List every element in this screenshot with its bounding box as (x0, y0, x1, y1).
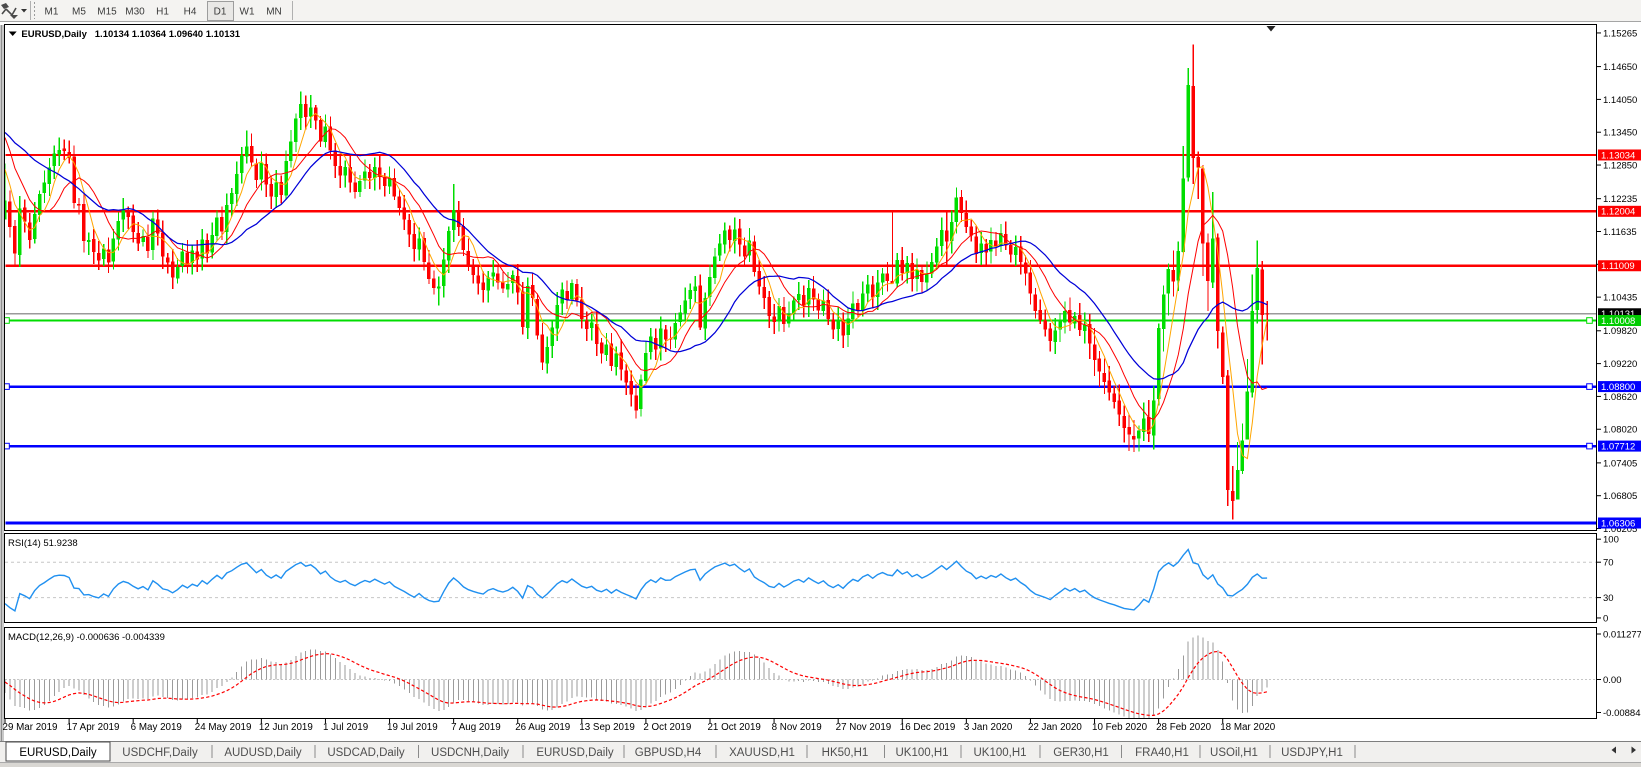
svg-text:1 Jul 2019: 1 Jul 2019 (323, 722, 368, 733)
svg-text:24 May 2019: 24 May 2019 (195, 722, 252, 733)
svg-text:1.14650: 1.14650 (1603, 62, 1637, 73)
svg-text:10 Feb 2020: 10 Feb 2020 (1092, 722, 1148, 733)
svg-text:1.13034: 1.13034 (1601, 150, 1635, 161)
svg-text:0.00: 0.00 (1603, 675, 1622, 686)
svg-text:M1: M1 (45, 7, 59, 18)
svg-text:USDCNH,Daily: USDCNH,Daily (431, 747, 509, 759)
svg-text:1.12235: 1.12235 (1603, 194, 1637, 205)
svg-text:1.11009: 1.11009 (1601, 261, 1635, 272)
svg-text:8 Nov 2019: 8 Nov 2019 (772, 722, 822, 733)
svg-text:1.09820: 1.09820 (1603, 326, 1637, 337)
svg-text:H1: H1 (156, 7, 169, 18)
svg-text:17 Apr 2019: 17 Apr 2019 (67, 722, 120, 733)
svg-text:1.06205: 1.06205 (1603, 524, 1637, 535)
svg-text:GBPUSD,H4: GBPUSD,H4 (635, 747, 702, 759)
svg-text:XAUUSD,H1: XAUUSD,H1 (729, 747, 795, 759)
svg-text:RSI(14) 51.9238: RSI(14) 51.9238 (8, 538, 78, 549)
svg-text:1.08020: 1.08020 (1603, 425, 1637, 436)
svg-text:M30: M30 (125, 7, 145, 18)
svg-text:30: 30 (1603, 593, 1614, 604)
svg-text:21 Oct 2019: 21 Oct 2019 (707, 722, 760, 733)
svg-text:MACD(12,26,9) -0.000636 -0.004: MACD(12,26,9) -0.000636 -0.004339 (8, 632, 165, 643)
svg-text:UK100,H1: UK100,H1 (973, 747, 1026, 759)
svg-text:1.07712: 1.07712 (1601, 441, 1635, 452)
svg-text:1.06805: 1.06805 (1603, 491, 1637, 502)
svg-text:H4: H4 (184, 7, 197, 18)
svg-text:100: 100 (1603, 535, 1619, 546)
svg-text:1.09220: 1.09220 (1603, 359, 1637, 370)
svg-text:1.10008: 1.10008 (1601, 316, 1635, 327)
svg-text:13 Sep 2019: 13 Sep 2019 (579, 722, 635, 733)
svg-text:18 Mar 2020: 18 Mar 2020 (1220, 722, 1276, 733)
svg-text:M5: M5 (72, 7, 86, 18)
svg-text:USOil,H1: USOil,H1 (1210, 747, 1258, 759)
svg-text:70: 70 (1603, 558, 1614, 569)
svg-text:EURUSD,Daily 1.10134 1.10364: EURUSD,Daily 1.10134 1.10364 1.09640 1.1… (21, 29, 240, 40)
svg-text:1.12004: 1.12004 (1601, 207, 1635, 218)
svg-text:22 Jan 2020: 22 Jan 2020 (1028, 722, 1082, 733)
svg-text:0.011277: 0.011277 (1603, 629, 1641, 640)
svg-text:USDCAD,Daily: USDCAD,Daily (327, 747, 405, 759)
svg-text:EURUSD,Daily: EURUSD,Daily (19, 747, 97, 759)
svg-text:1.13450: 1.13450 (1603, 128, 1637, 139)
svg-text:1.12850: 1.12850 (1603, 160, 1637, 171)
svg-text:1.11635: 1.11635 (1603, 227, 1637, 238)
svg-text:0: 0 (1603, 613, 1608, 624)
svg-text:FRA40,H1: FRA40,H1 (1135, 747, 1189, 759)
svg-text:1.06306: 1.06306 (1601, 518, 1635, 529)
svg-text:GER30,H1: GER30,H1 (1053, 747, 1109, 759)
svg-text:USDJPY,H1: USDJPY,H1 (1281, 747, 1343, 759)
svg-text:27 Nov 2019: 27 Nov 2019 (836, 722, 892, 733)
svg-text:EURUSD,Daily: EURUSD,Daily (536, 747, 614, 759)
svg-text:7 Aug 2019: 7 Aug 2019 (451, 722, 501, 733)
svg-text:6 May 2019: 6 May 2019 (131, 722, 182, 733)
svg-text:HK50,H1: HK50,H1 (822, 747, 869, 759)
svg-text:D1: D1 (214, 7, 227, 18)
svg-text:3 Jan 2020: 3 Jan 2020 (964, 722, 1013, 733)
svg-text:28 Feb 2020: 28 Feb 2020 (1156, 722, 1212, 733)
svg-text:1.10435: 1.10435 (1603, 293, 1637, 304)
svg-text:MN: MN (266, 7, 282, 18)
svg-text:26 Aug 2019: 26 Aug 2019 (515, 722, 570, 733)
svg-text:1.10131: 1.10131 (1601, 309, 1635, 320)
svg-text:19 Jul 2019: 19 Jul 2019 (387, 722, 438, 733)
svg-text:29 Mar 2019: 29 Mar 2019 (3, 722, 58, 733)
svg-text:1.08620: 1.08620 (1603, 392, 1637, 403)
svg-text:UK100,H1: UK100,H1 (895, 747, 948, 759)
svg-text:16 Dec 2019: 16 Dec 2019 (900, 722, 956, 733)
svg-text:1.08800: 1.08800 (1601, 382, 1635, 393)
svg-text:1.15265: 1.15265 (1603, 28, 1637, 39)
svg-text:AUDUSD,Daily: AUDUSD,Daily (224, 747, 302, 759)
svg-text:-0.008845: -0.008845 (1603, 708, 1641, 719)
svg-text:USDCHF,Daily: USDCHF,Daily (122, 747, 198, 759)
svg-text:M15: M15 (97, 7, 117, 18)
svg-text:2 Oct 2019: 2 Oct 2019 (643, 722, 691, 733)
svg-text:1.07405: 1.07405 (1603, 458, 1637, 469)
svg-text:1.14050: 1.14050 (1603, 95, 1637, 106)
svg-text:W1: W1 (240, 7, 255, 18)
svg-text:12 Jun 2019: 12 Jun 2019 (259, 722, 313, 733)
